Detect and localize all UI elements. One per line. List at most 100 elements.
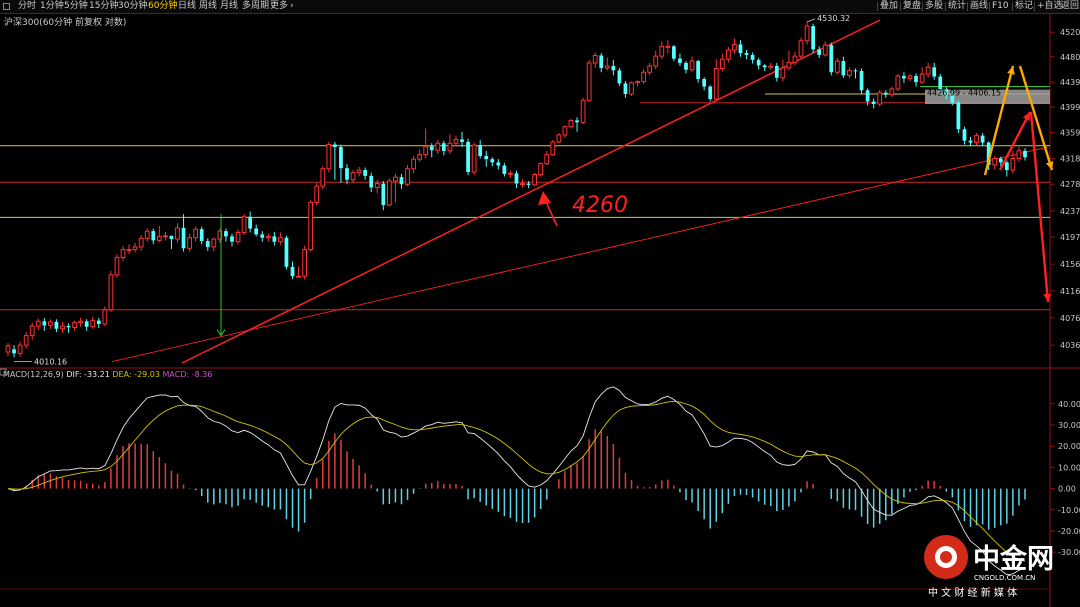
candle-body bbox=[5, 345, 11, 353]
timeframe-tab-4[interactable]: 30分钟 bbox=[118, 1, 148, 11]
timeframe-tab-10[interactable]: 更多 bbox=[270, 1, 289, 11]
timeframe-tab-8[interactable]: 月线 bbox=[220, 1, 239, 11]
timeframe-tab-5[interactable]: 60分钟 bbox=[148, 1, 178, 11]
candle-body bbox=[1016, 150, 1022, 160]
candle-body bbox=[405, 168, 410, 185]
toolbar-button-5[interactable]: F10 bbox=[992, 1, 1009, 11]
macd-tick-label: -30.00 bbox=[1058, 548, 1080, 557]
window-menu-icon[interactable] bbox=[3, 3, 10, 10]
timeframe-tab-2[interactable]: 5分钟 bbox=[64, 1, 88, 11]
macd-tick-label: -20.00 bbox=[1058, 527, 1080, 536]
candle-body bbox=[834, 60, 840, 73]
price-tick-label: 4399 bbox=[1060, 103, 1080, 112]
candle-body bbox=[54, 321, 59, 329]
candle-body bbox=[423, 145, 429, 156]
toolbar-divider bbox=[877, 2, 878, 11]
candle-body bbox=[780, 67, 786, 79]
toolbar-divider bbox=[900, 2, 901, 11]
price-tick-label: 4439 bbox=[1060, 78, 1080, 87]
toolbar-button-4[interactable]: 画线 bbox=[970, 1, 989, 11]
candle-body bbox=[175, 227, 180, 240]
macd-header-part: DIF: -33.21 bbox=[66, 370, 112, 379]
timeframe-tab-3[interactable]: 15分钟 bbox=[89, 1, 119, 11]
candle-body bbox=[859, 70, 864, 91]
candle-body bbox=[538, 163, 544, 176]
candle-body bbox=[998, 158, 1003, 163]
candle-body bbox=[435, 142, 441, 151]
candle-body bbox=[66, 326, 71, 328]
toolbar-button-7[interactable]: +自选 bbox=[1037, 1, 1063, 11]
candle-body bbox=[514, 173, 519, 184]
candle-body bbox=[254, 228, 259, 235]
candle-body bbox=[938, 76, 943, 90]
candle-body bbox=[12, 349, 16, 354]
toolbar-button-0[interactable]: 叠加 bbox=[880, 1, 899, 11]
toolbar-button-6[interactable]: 标记 bbox=[1015, 1, 1034, 11]
candle-body bbox=[580, 99, 586, 123]
toolbar-divider bbox=[989, 2, 990, 11]
candle-body bbox=[248, 216, 253, 229]
candle-body bbox=[853, 70, 858, 72]
candle-body bbox=[713, 68, 719, 100]
timeframe-tab-7[interactable]: 周线 bbox=[199, 1, 218, 11]
macd-tick-label: 30.00 bbox=[1058, 421, 1080, 430]
candle-body bbox=[877, 92, 883, 105]
candle-body bbox=[296, 275, 301, 278]
red-up-arrow-head-icon bbox=[1022, 112, 1030, 121]
candle-body bbox=[980, 135, 985, 143]
dea-line bbox=[7, 400, 1026, 562]
red-up-arrow-path bbox=[998, 111, 1032, 171]
candle-body bbox=[156, 235, 162, 241]
candle-body bbox=[968, 140, 973, 143]
candle-body bbox=[132, 246, 138, 251]
candle-body bbox=[659, 45, 665, 57]
candle-body bbox=[350, 172, 356, 181]
candle-body bbox=[399, 177, 404, 185]
more-chevron-icon[interactable]: › bbox=[290, 1, 294, 11]
macd-header-part: DEA: -29.03 bbox=[112, 370, 162, 379]
candle-body bbox=[114, 257, 120, 276]
candle-body bbox=[320, 168, 326, 187]
price-tick-label: 4237 bbox=[1060, 207, 1080, 216]
rising-trend-line bbox=[181, 19, 881, 364]
candle-body bbox=[811, 26, 816, 50]
toolbar-button-1[interactable]: 复盘 bbox=[903, 1, 922, 11]
macd-tick-label: 0.00 bbox=[1058, 485, 1076, 494]
dif-line bbox=[7, 386, 1026, 576]
candle-body bbox=[84, 321, 89, 327]
candle-body bbox=[235, 231, 241, 243]
candle-body bbox=[23, 335, 29, 346]
timeframe-tab-1[interactable]: 1分钟 bbox=[40, 1, 64, 11]
candle-body bbox=[217, 230, 223, 240]
candle-body bbox=[719, 58, 725, 70]
candle-body bbox=[696, 61, 700, 80]
timeframe-tab-6[interactable]: 日线 bbox=[178, 1, 197, 11]
candle-body bbox=[702, 79, 707, 87]
toolbar-button-2[interactable]: 多股 bbox=[925, 1, 944, 11]
candle-body bbox=[369, 175, 374, 188]
low-price-label: 4010.16 bbox=[34, 357, 67, 366]
toolbar-button-8[interactable]: 返回 bbox=[1061, 1, 1080, 11]
candle-body bbox=[478, 145, 483, 156]
candle-body bbox=[914, 75, 918, 83]
timeframe-tab-0[interactable]: 分时 bbox=[18, 1, 37, 11]
candle-body bbox=[804, 25, 810, 42]
candle-body bbox=[629, 82, 634, 95]
candle-body bbox=[665, 45, 671, 48]
support-trend-line bbox=[111, 146, 1049, 363]
candle-body bbox=[889, 88, 895, 96]
candle-body bbox=[272, 236, 277, 242]
orange-up-arrow-head-icon bbox=[1007, 66, 1015, 75]
candle-body bbox=[205, 241, 210, 247]
toolbar-button-3[interactable]: 统计 bbox=[948, 1, 967, 11]
candle-body bbox=[29, 325, 35, 337]
candle-body bbox=[575, 120, 579, 123]
timeframe-tab-9[interactable]: 多周期 bbox=[242, 1, 270, 11]
candle-body bbox=[768, 65, 774, 68]
candle-body bbox=[471, 144, 477, 173]
high-marker-line bbox=[806, 18, 816, 23]
candle-body bbox=[871, 101, 876, 105]
candle-body bbox=[496, 162, 501, 166]
candle-body bbox=[986, 142, 991, 165]
